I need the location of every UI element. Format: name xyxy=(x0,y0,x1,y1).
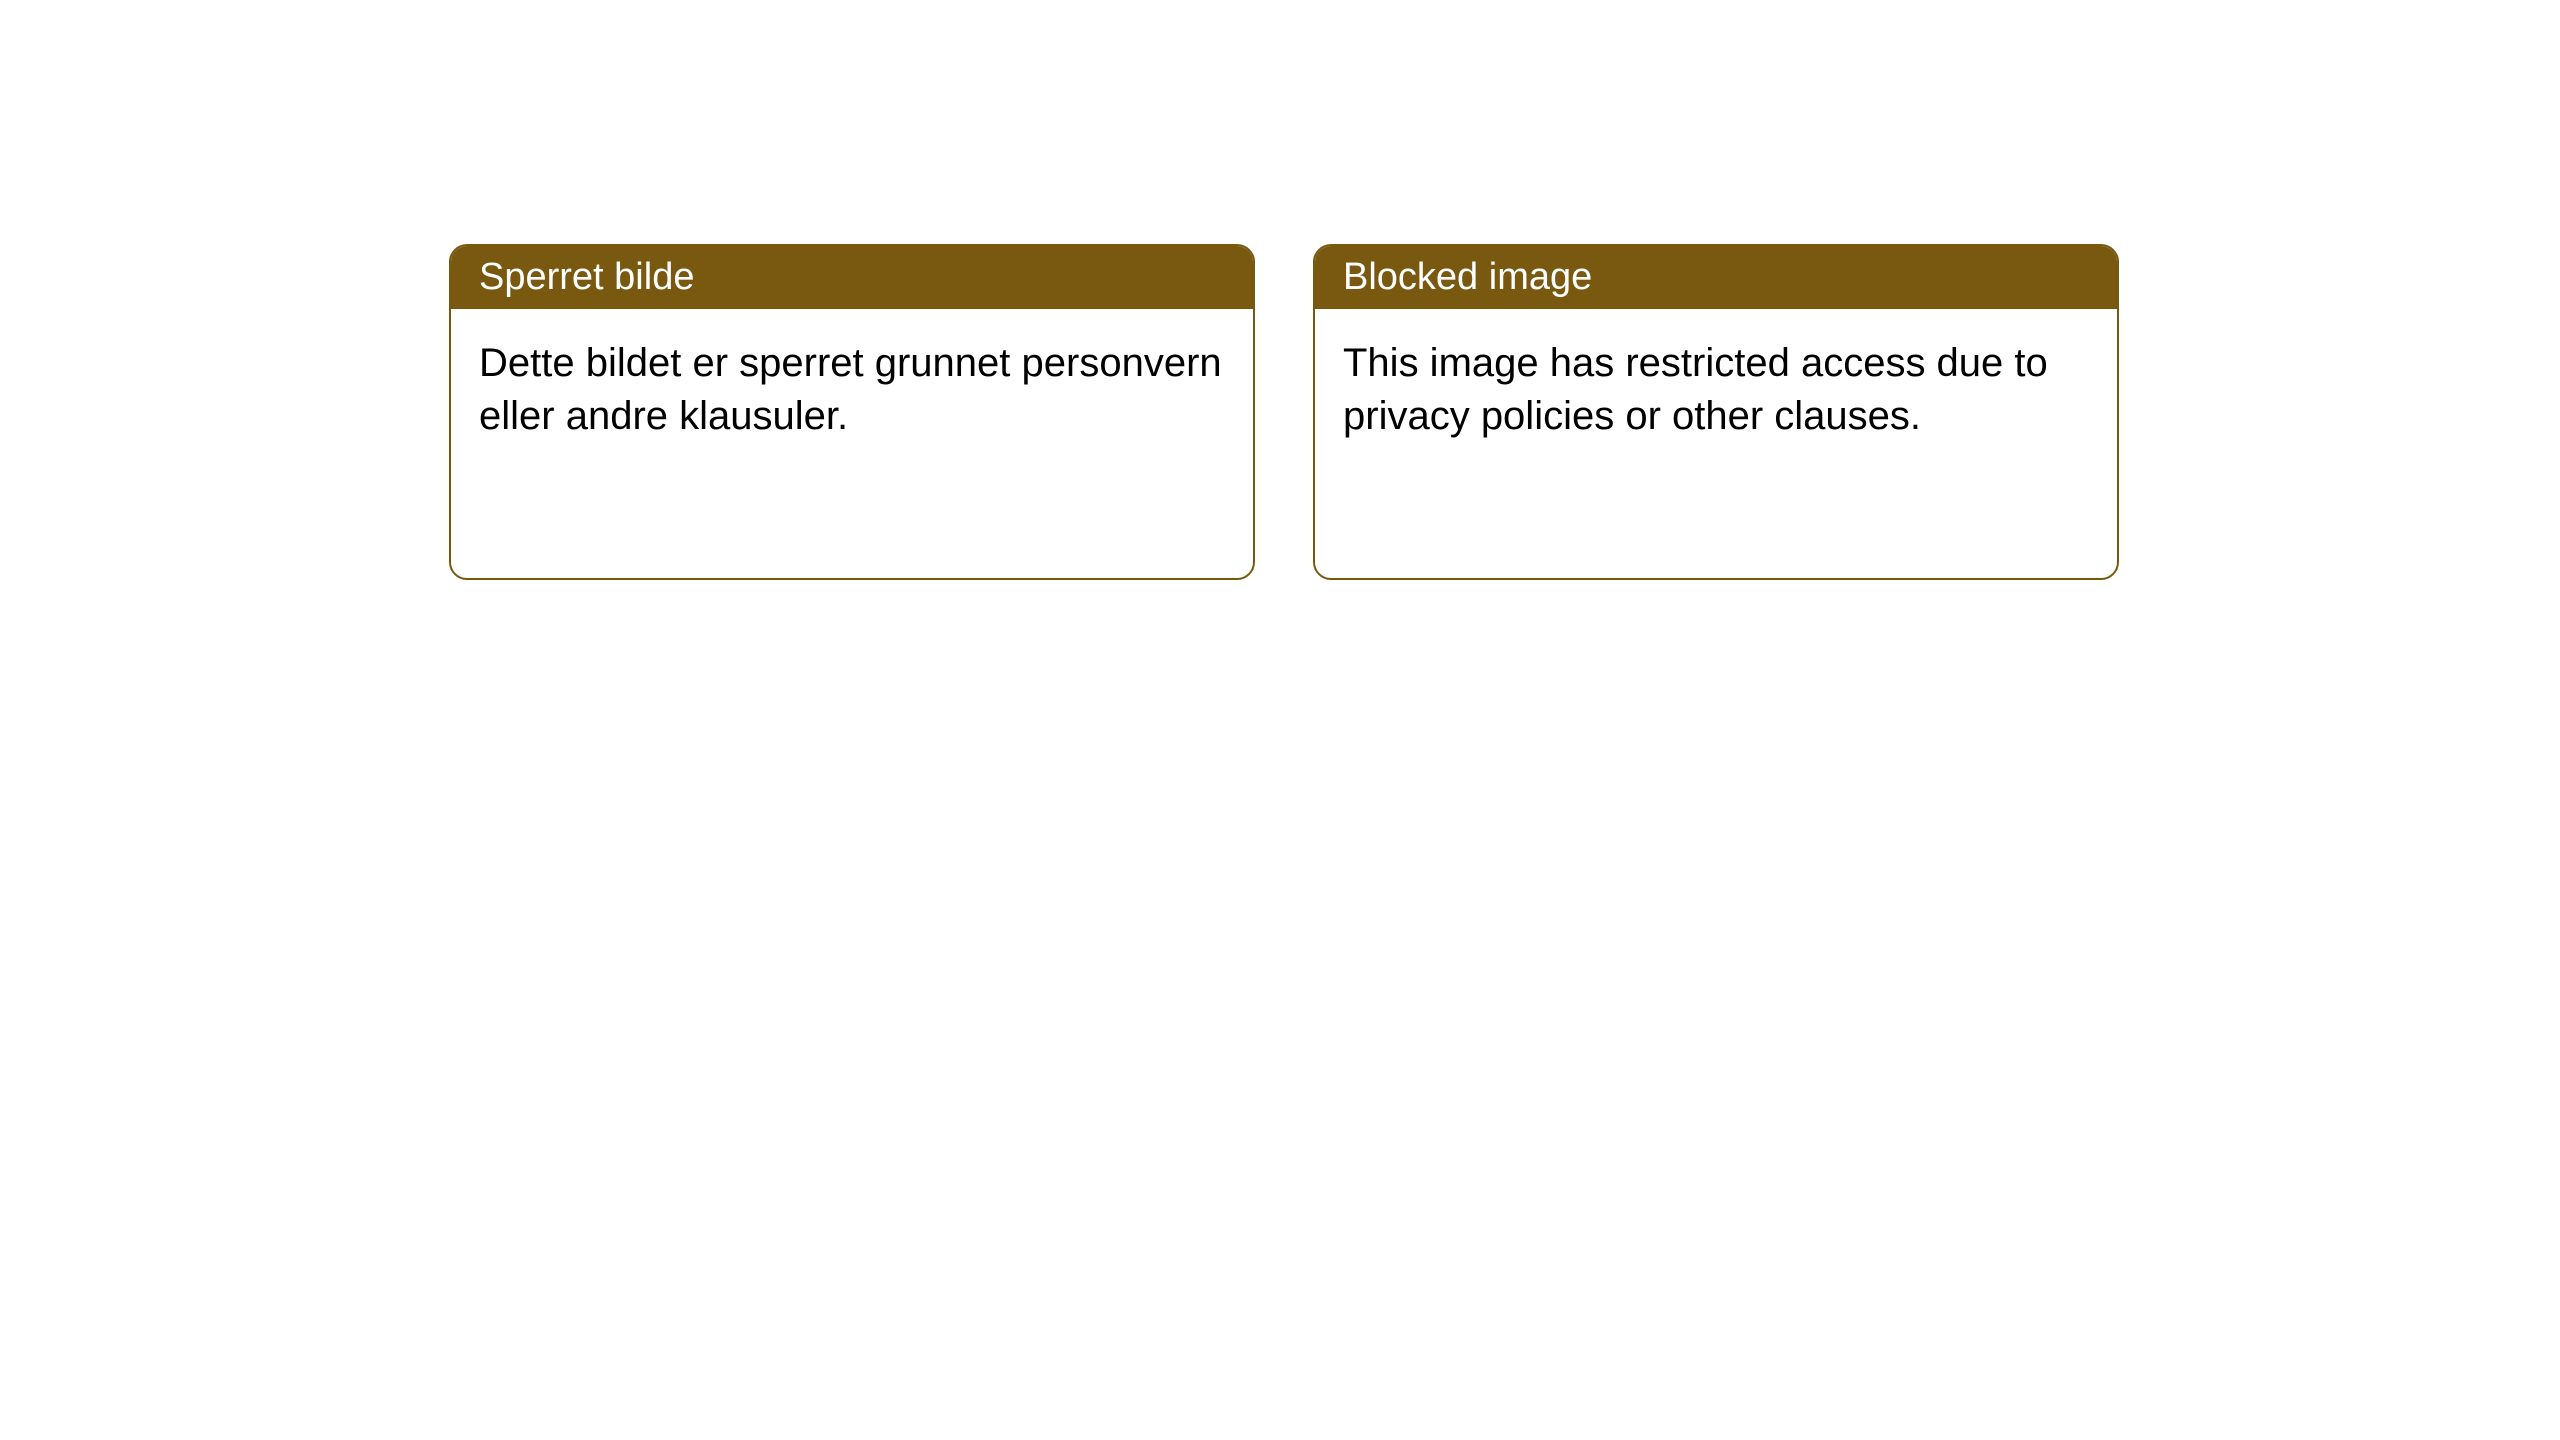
notice-text: This image has restricted access due to … xyxy=(1343,341,2048,438)
notice-title: Blocked image xyxy=(1343,256,1592,298)
notice-card-english: Blocked image This image has restricted … xyxy=(1313,244,2119,580)
notice-container: Sperret bilde Dette bildet er sperret gr… xyxy=(0,0,2560,580)
notice-header: Blocked image xyxy=(1315,246,2117,309)
notice-body: Dette bildet er sperret grunnet personve… xyxy=(451,309,1253,471)
notice-header: Sperret bilde xyxy=(451,246,1253,309)
notice-card-norwegian: Sperret bilde Dette bildet er sperret gr… xyxy=(449,244,1255,580)
notice-title: Sperret bilde xyxy=(479,256,694,298)
notice-body: This image has restricted access due to … xyxy=(1315,309,2117,471)
notice-text: Dette bildet er sperret grunnet personve… xyxy=(479,341,1222,438)
